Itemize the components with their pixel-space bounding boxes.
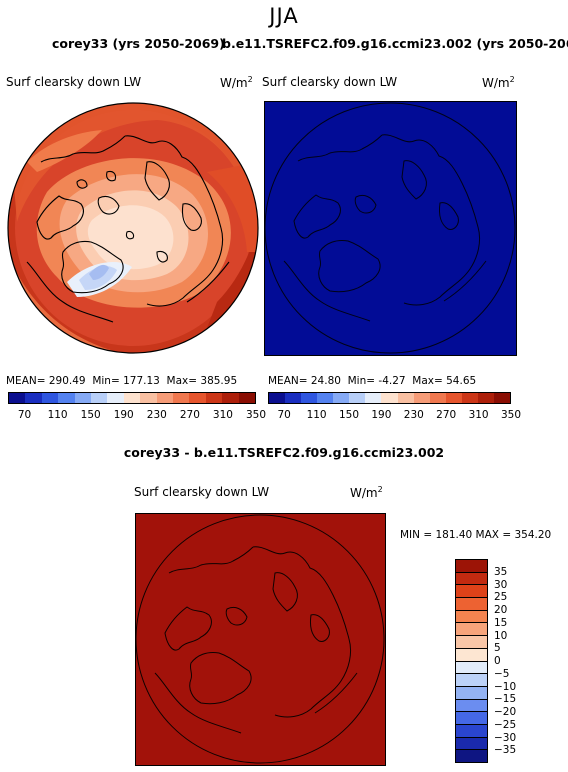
left-colorbar-label: 70: [17, 409, 32, 421]
right-colorbar-label: 230: [403, 409, 424, 421]
left-colorbar-cell: [91, 393, 108, 403]
left-case-title: corey33 (yrs 2050-2069): [52, 36, 225, 51]
right-colorbar-cell: [381, 393, 398, 403]
right-colorbar-label: 310: [468, 409, 489, 421]
diff-variable-label: Surf clearsky down LW: [134, 485, 270, 499]
right-colorbar-label: 190: [371, 409, 392, 421]
diff-colorbar-labels: 35 30 25 20 15 10 5 0 −5 −10 −15 −20 −25 −30 −35: [494, 559, 534, 763]
right-colorbar-cell: [493, 393, 510, 403]
left-colorbar-cell: [140, 393, 157, 403]
diff-colorbar-cell: [456, 610, 487, 624]
diff-polar-map: [135, 513, 386, 766]
left-colorbar-labels: 70 110 150 190 230 270 310 350: [8, 409, 266, 423]
right-units-label: W/m2: [482, 75, 515, 90]
diff-colorbar-label: −30: [494, 731, 517, 744]
diff-colorbar-label: 35: [494, 565, 508, 578]
diff-colorbar-label: 25: [494, 591, 508, 604]
right-case-title: b.e11.TSREFC2.f09.g16.ccmi23.002 (yrs 20…: [222, 36, 568, 51]
diff-colorbar-label: −10: [494, 680, 517, 693]
right-colorbar-label: 270: [436, 409, 457, 421]
diff-colorbar-label: −15: [494, 693, 517, 706]
diff-colorbar-label: −35: [494, 744, 517, 757]
left-colorbar-cell: [189, 393, 206, 403]
diff-colorbar-cell: [456, 636, 487, 649]
diff-colorbar-cell: [456, 750, 487, 762]
right-colorbar-cell: [269, 393, 286, 403]
left-colorbar-cell: [107, 393, 124, 403]
diff-colorbar-cell: [456, 560, 487, 573]
diff-colorbar-label: 5: [494, 642, 501, 655]
right-colorbar-cell: [397, 393, 414, 403]
season-title: JJA: [269, 4, 299, 28]
right-colorbar-label: 150: [338, 409, 360, 421]
right-colorbar-label: 110: [306, 409, 327, 421]
diff-colorbar-label: 15: [494, 616, 508, 629]
diff-colorbar-cell: [456, 686, 487, 700]
left-colorbar-cell: [173, 393, 190, 403]
left-variable-label: Surf clearsky down LW: [6, 75, 142, 89]
left-colorbar-cell: [9, 393, 26, 403]
left-colorbar-cell: [205, 393, 223, 403]
right-colorbar-cell: [413, 393, 430, 403]
right-colorbar-label: 70: [277, 409, 291, 421]
left-colorbar-label: 110: [47, 409, 68, 421]
diff-colorbar-label: −20: [494, 706, 517, 718]
right-colorbar-labels: 70 110 150 190 230 270 310 350: [268, 409, 522, 423]
left-colorbar-label: 270: [179, 409, 200, 421]
diff-colorbar-label: 10: [494, 629, 508, 642]
left-colorbar-cell: [58, 393, 75, 403]
diff-colorbar-label: 0: [494, 655, 501, 667]
right-colorbar-cell: [445, 393, 462, 403]
diff-units-label: W/m2: [350, 485, 383, 500]
diff-colorbar-cell: [456, 572, 487, 586]
diff-colorbar-cell: [456, 699, 487, 713]
left-stats: MEAN= 290.49 Min= 177.13 Max= 385.95: [6, 375, 238, 387]
right-colorbar-cell: [349, 393, 366, 403]
diff-minmax: MIN = 181.40 MAX = 354.20: [400, 529, 552, 541]
right-stats: MEAN= 24.80 Min= -4.27 Max= 54.65: [268, 375, 477, 387]
right-colorbar-cell: [317, 393, 334, 403]
right-colorbar-cell: [285, 393, 302, 403]
right-colorbar-cell: [477, 393, 494, 403]
right-colorbar-cell: [365, 393, 382, 403]
left-colorbar-cell: [74, 393, 92, 403]
left-colorbar-label: 350: [245, 409, 267, 421]
right-colorbar-cell: [461, 393, 478, 403]
right-colorbar-label: 350: [500, 409, 522, 421]
right-colorbar-cell: [301, 393, 318, 403]
diff-colorbar-cell: [456, 598, 487, 611]
left-colorbar-cell: [123, 393, 141, 403]
left-colorbar-cell: [238, 393, 256, 403]
diff-title: corey33 - b.e11.TSREFC2.f09.g16.ccmi23.0…: [123, 445, 445, 460]
left-colorbar-cell: [222, 393, 239, 403]
left-colorbar-cell: [41, 393, 59, 403]
diff-colorbar-cell: [456, 661, 487, 675]
diff-colorbar-cell: [456, 737, 487, 751]
left-colorbar-label: 230: [146, 409, 167, 421]
right-colorbar-cell: [429, 393, 446, 403]
right-variable-label: Surf clearsky down LW: [262, 75, 398, 89]
diff-colorbar-cell: [456, 724, 487, 738]
diff-colorbar-cell: [456, 648, 487, 662]
diff-colorbar-label: 30: [494, 578, 508, 591]
left-colorbar-cell: [25, 393, 42, 403]
left-units-label: W/m2: [220, 75, 253, 90]
right-polar-map: [264, 101, 517, 356]
left-colorbar-cell: [156, 393, 174, 403]
right-colorbar-cell: [333, 393, 350, 403]
right-colorbar: [268, 392, 511, 404]
diff-colorbar-cell: [456, 712, 487, 725]
left-colorbar-label: 150: [80, 409, 101, 421]
diff-colorbar-label: −5: [494, 667, 510, 680]
left-colorbar-label: 190: [113, 409, 134, 421]
diff-colorbar-label: 20: [494, 604, 508, 616]
diff-colorbar: [455, 559, 488, 763]
diff-colorbar-cell: [456, 674, 487, 687]
diff-colorbar-cell: [456, 585, 487, 599]
left-colorbar-label: 310: [212, 409, 233, 421]
diff-colorbar-cell: [456, 623, 487, 637]
left-colorbar: [8, 392, 256, 404]
diff-colorbar-label: −25: [494, 718, 517, 731]
left-polar-map: [7, 102, 259, 354]
